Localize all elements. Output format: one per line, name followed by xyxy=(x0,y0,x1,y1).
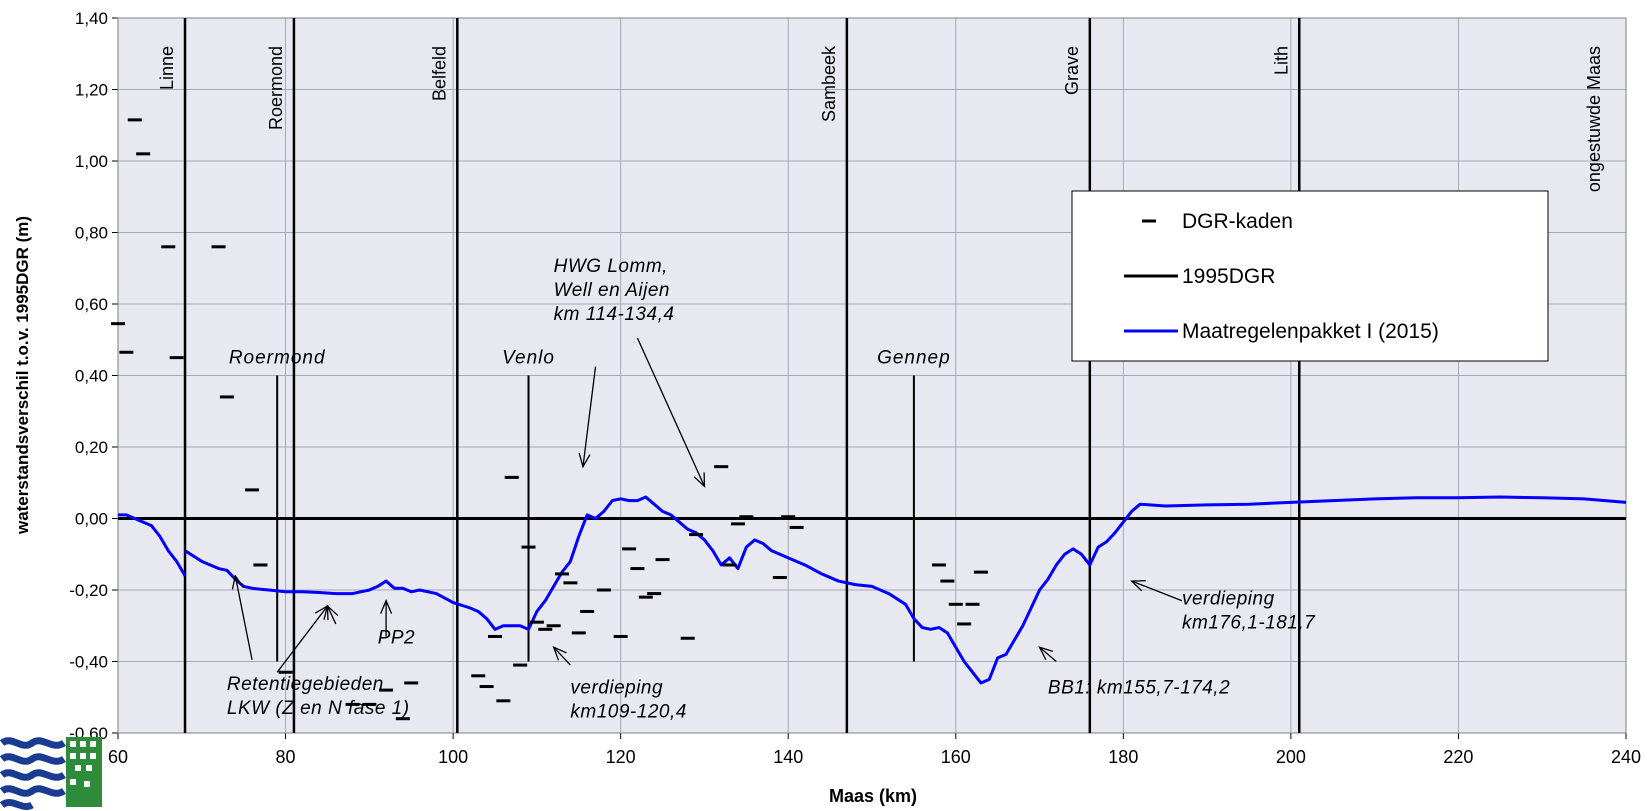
annotations: HWG Lomm, Well en Aijen km 114-134,4 Retent… xyxy=(227,256,1316,723)
plot-border xyxy=(117,17,1627,734)
arrow-head xyxy=(578,453,591,469)
x-tick-label: 160 xyxy=(941,747,971,767)
x-tick-label: 120 xyxy=(606,747,636,767)
arrow-head xyxy=(552,645,567,661)
y-tick-label: 0,20 xyxy=(75,438,108,457)
annotation-arrow xyxy=(326,605,337,625)
station-label: Grave xyxy=(1062,46,1082,95)
annotation-text: BB1: km155,7-174,2 xyxy=(1048,678,1230,699)
annotation-text: PP2 xyxy=(378,628,415,649)
y-tick-label: 0,80 xyxy=(75,224,108,243)
annotation-text: verdieping xyxy=(1182,588,1275,609)
city-label: Venlo xyxy=(502,348,555,369)
x-tick-label: 140 xyxy=(773,747,803,767)
legend-label: DGR-kaden xyxy=(1182,210,1293,233)
legend: DGR-kaden 1995DGR Maatregelenpakket I (201… xyxy=(1071,190,1549,362)
annotation-arrow xyxy=(582,366,597,467)
annotation-text: km109-120,4 xyxy=(570,702,686,723)
arrow-head xyxy=(1130,580,1146,592)
annotation-arrow xyxy=(1131,580,1183,602)
annotation-text: HWG Lomm, xyxy=(554,256,668,277)
arrow-head xyxy=(231,574,244,590)
annotation-text: Well en Aijen xyxy=(554,280,670,301)
y-tick-label: 1,20 xyxy=(75,81,108,100)
y-tick-label: -0,40 xyxy=(69,653,108,672)
annotation-arrow xyxy=(553,646,571,666)
city-label: Gennep xyxy=(877,348,951,369)
station-label: Lith xyxy=(1271,46,1291,75)
x-tick-label: 80 xyxy=(276,747,296,767)
annotation-arrow xyxy=(234,575,253,660)
station-label: Linne xyxy=(157,46,177,90)
arrow-head xyxy=(380,599,393,614)
series-layer xyxy=(111,118,1627,721)
y-tick-label: 0,60 xyxy=(75,295,108,314)
annotation-arrow xyxy=(636,337,706,487)
station-label: Sambeek xyxy=(819,45,839,122)
y-tick-label: 0,40 xyxy=(75,367,108,386)
y-tick-label: 1,00 xyxy=(75,152,108,171)
station-markers: Linne Roermond Belfeld Sambeek Grave Lith onge… xyxy=(157,18,1604,733)
station-label: ongestuwde Maas xyxy=(1584,46,1604,192)
y-tick-label: 0,00 xyxy=(75,510,108,529)
y-tick-label: -0,20 xyxy=(69,581,108,600)
maatregelen-line xyxy=(118,513,187,577)
x-tick-label: 220 xyxy=(1443,747,1473,767)
annotation-text: km176,1-181,7 xyxy=(1182,612,1316,633)
x-tick-label: 100 xyxy=(438,747,468,767)
annotation-text: Retentiegebieden xyxy=(227,674,384,695)
x-axis-title: Maas (km) xyxy=(829,786,917,806)
station-label: Belfeld xyxy=(429,46,449,101)
x-tick-label: 240 xyxy=(1611,747,1641,767)
annotation-text: LKW (Z en N fase 1) xyxy=(227,698,410,719)
arrow-head xyxy=(1038,646,1054,661)
x-tick-label: 60 xyxy=(108,747,128,767)
logo-icon xyxy=(0,737,102,810)
annotation-text: km 114-134,4 xyxy=(554,304,675,325)
y-tick-label: 1,40 xyxy=(75,9,108,28)
legend-label: Maatregelenpakket I (2015) xyxy=(1182,320,1439,343)
y-axis-title: waterstandsverschil t.o.v. 1995DGR (m) xyxy=(13,216,32,535)
x-tick-label: 180 xyxy=(1108,747,1138,767)
x-tick-label: 200 xyxy=(1276,747,1306,767)
city-label: Roermond xyxy=(229,348,326,369)
annotation-text: verdieping xyxy=(570,678,663,699)
annotation-arrow xyxy=(1039,646,1057,662)
legend-label: 1995DGR xyxy=(1182,265,1275,288)
station-label: Roermond xyxy=(266,46,286,130)
arrow-head xyxy=(693,472,706,488)
maatregelen-line xyxy=(184,495,1627,685)
arrow-head xyxy=(326,604,339,621)
annotation-arrow xyxy=(276,605,328,673)
